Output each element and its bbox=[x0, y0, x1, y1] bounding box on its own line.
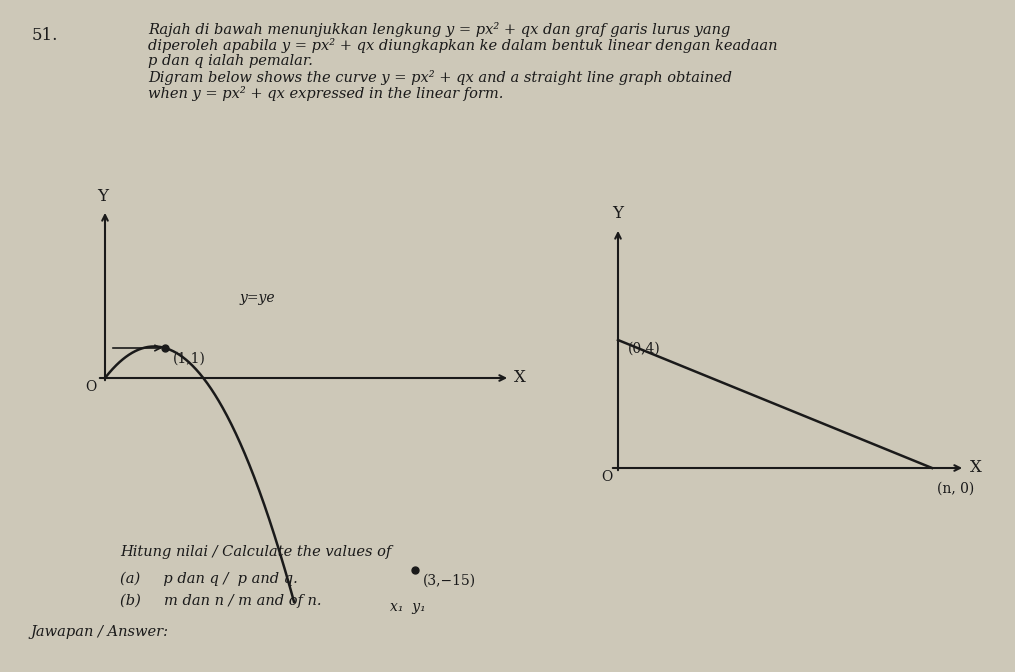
Text: Y: Y bbox=[97, 188, 109, 205]
Text: X: X bbox=[514, 370, 526, 386]
Text: Y: Y bbox=[612, 205, 623, 222]
Text: O: O bbox=[602, 470, 613, 484]
Text: Hitung nilai / Calculate the values of: Hitung nilai / Calculate the values of bbox=[120, 545, 391, 559]
Text: X: X bbox=[970, 460, 982, 476]
Text: Rajah di bawah menunjukkan lengkung y = px² + qx dan graf garis lurus yang: Rajah di bawah menunjukkan lengkung y = … bbox=[148, 22, 731, 37]
Text: (0,4): (0,4) bbox=[628, 342, 661, 356]
Text: (3,−15): (3,−15) bbox=[423, 574, 476, 588]
Text: diperoleh apabila y = px² + qx diungkapkan ke dalam bentuk linear dengan keadaan: diperoleh apabila y = px² + qx diungkapk… bbox=[148, 38, 777, 53]
Text: Digram below shows the curve y = px² + qx and a straight line graph obtained: Digram below shows the curve y = px² + q… bbox=[148, 70, 732, 85]
Text: p dan q ialah pemalar.: p dan q ialah pemalar. bbox=[148, 54, 313, 68]
Text: (n, 0): (n, 0) bbox=[937, 482, 974, 496]
Text: (1,1): (1,1) bbox=[173, 352, 206, 366]
Text: x₁  y₁: x₁ y₁ bbox=[390, 600, 425, 614]
Text: O: O bbox=[85, 380, 97, 394]
Text: (a)     p dan q /  p and q.: (a) p dan q / p and q. bbox=[120, 572, 297, 587]
Text: Jawapan / Answer:: Jawapan / Answer: bbox=[30, 625, 168, 639]
Text: when y = px² + qx expressed in the linear form.: when y = px² + qx expressed in the linea… bbox=[148, 86, 503, 101]
Text: (b)     m dan n / m and of n.: (b) m dan n / m and of n. bbox=[120, 594, 322, 608]
Text: 51.: 51. bbox=[32, 27, 59, 44]
Text: y=ye: y=ye bbox=[240, 291, 276, 305]
